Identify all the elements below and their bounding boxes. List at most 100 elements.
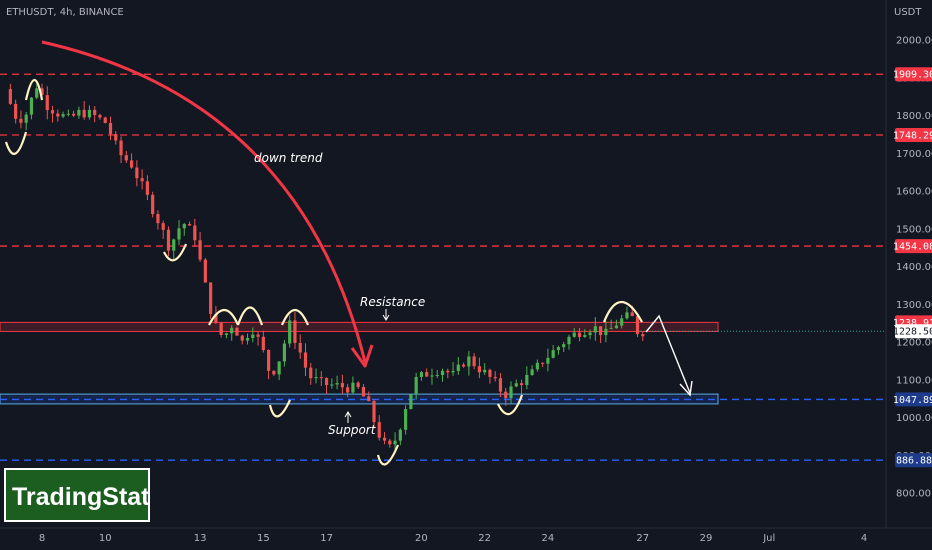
- candle-body: [224, 333, 229, 335]
- annotations: [4, 40, 693, 466]
- candle-body: [388, 440, 392, 445]
- candle-body: [230, 327, 234, 334]
- candle-body: [509, 386, 513, 399]
- candle-body: [35, 88, 39, 98]
- candle-body: [382, 437, 387, 441]
- candle-body: [288, 320, 292, 344]
- y-tick-label: 1400.00: [896, 262, 932, 273]
- x-tick-label: 22: [478, 533, 491, 544]
- candle-body: [319, 377, 323, 379]
- candle-body: [335, 383, 339, 385]
- level-label-bg: [895, 453, 932, 468]
- candle-body: [151, 194, 155, 215]
- candle-body: [77, 109, 81, 116]
- candle-body: [630, 312, 634, 317]
- down-trend-annotation: down trend: [254, 151, 323, 165]
- candle-body: [282, 343, 287, 362]
- candle-body: [193, 225, 197, 241]
- candle-body: [87, 109, 92, 118]
- support-annotation: Support: [328, 423, 377, 437]
- candle-body: [556, 347, 561, 351]
- y-tick-label: 1300.00: [896, 300, 932, 311]
- swing-marker: [163, 243, 188, 262]
- x-tick-label: 27: [636, 533, 649, 544]
- candle-body: [108, 122, 113, 135]
- candle-body: [346, 387, 350, 393]
- candle-body: [50, 110, 55, 114]
- candle-body: [435, 375, 439, 377]
- candle-body: [593, 326, 597, 333]
- candle-body: [361, 387, 366, 397]
- level-label-bg: [895, 128, 932, 143]
- resistance-zone: [0, 321, 719, 332]
- resistance-pointer: [382, 309, 390, 321]
- candle-body: [29, 97, 34, 115]
- candle-body: [119, 140, 123, 156]
- y-tick-label: 1100.00: [896, 375, 932, 386]
- x-tick-label: 29: [700, 533, 713, 544]
- candle-body: [377, 422, 381, 438]
- y-tick-label: 800.00: [896, 489, 931, 500]
- candle-body: [577, 332, 582, 337]
- candle-body: [140, 178, 144, 182]
- x-tick-label: 13: [194, 533, 207, 544]
- candle-body: [198, 240, 202, 260]
- downtrend-curve: [41, 40, 367, 363]
- candle-body: [309, 367, 313, 379]
- level-label: 1748.29: [893, 131, 932, 142]
- candle-body: [135, 167, 139, 179]
- y-tick-label: 2000.00: [896, 36, 932, 47]
- level-label: 1454.08: [893, 242, 932, 253]
- candle-body: [614, 325, 619, 329]
- brand-logo: TradingStat: [4, 468, 150, 522]
- resistance-annotation: Resistance: [360, 295, 425, 309]
- candle-body: [314, 377, 318, 379]
- candle-body: [103, 117, 107, 123]
- candle-body: [488, 369, 492, 377]
- candle-body: [82, 109, 86, 118]
- candle-body: [166, 229, 171, 251]
- candle-body: [351, 382, 355, 393]
- candle-body: [172, 239, 176, 251]
- candle-body: [635, 316, 640, 335]
- swing-marker: [280, 308, 310, 326]
- candle-body: [245, 338, 250, 341]
- candle-body: [235, 327, 239, 336]
- x-tick-label: 20: [415, 533, 428, 544]
- candle-body: [414, 377, 418, 395]
- y-tick-label: 1800.00: [896, 111, 932, 122]
- candle-body: [404, 408, 408, 430]
- candle-body: [609, 328, 613, 330]
- downtrend-arrowhead: [350, 344, 374, 368]
- swing-marker: [497, 394, 524, 416]
- candle-body: [56, 113, 60, 117]
- candle-body: [393, 440, 397, 445]
- candle-body: [324, 377, 329, 385]
- level-label-bg: [895, 239, 932, 254]
- y-tick-label: 1000.00: [896, 413, 932, 424]
- candle-body: [567, 336, 571, 345]
- candle-body: [156, 214, 160, 224]
- candle-body: [372, 400, 376, 423]
- candle-body: [61, 114, 65, 117]
- candle-body: [456, 364, 460, 371]
- candle-body: [477, 366, 481, 373]
- candle-body: [419, 372, 424, 378]
- x-tick-label: 10: [99, 533, 112, 544]
- x-tick-label: 4: [861, 533, 867, 544]
- candle-body: [546, 357, 550, 364]
- candle-body: [641, 334, 645, 337]
- candle-body: [298, 342, 302, 353]
- swing-marker: [376, 444, 400, 466]
- horizontal-levels: [0, 73, 886, 461]
- candle-body: [72, 113, 76, 116]
- x-axis[interactable]: 8 10 13 15 17 20 22 24 27 29 Jul 4: [0, 527, 932, 544]
- y-tick-label: 1700.00: [896, 149, 932, 160]
- candle-body: [504, 391, 508, 399]
- support-zone: [0, 393, 719, 405]
- x-tick-label: 8: [39, 533, 45, 544]
- level-label: 886.88: [896, 456, 932, 467]
- candle-body: [525, 374, 529, 386]
- candle-body: [493, 376, 497, 379]
